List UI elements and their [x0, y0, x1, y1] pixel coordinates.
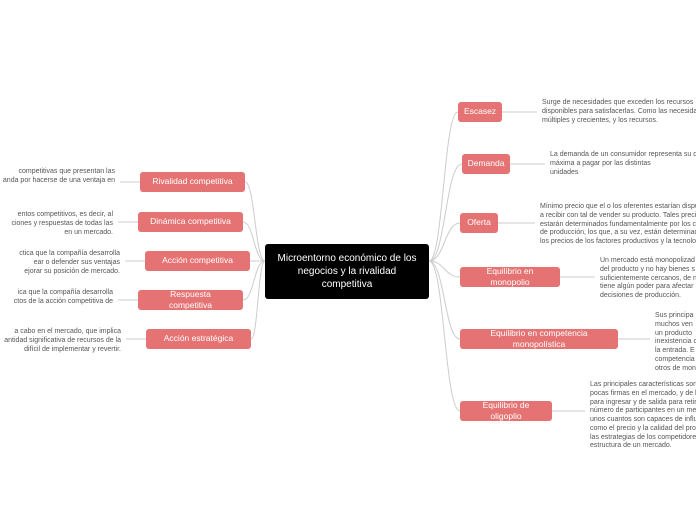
right-node-escasez: Escasez — [458, 102, 502, 122]
desc-respuesta: ica que la compañía desarrollactos de la… — [0, 289, 113, 307]
desc-monopolio: Un mercado está monopolizaddel producto … — [600, 257, 696, 301]
center-node: Microentorno económico de los negocios y… — [265, 244, 429, 299]
right-node-oferta: Oferta — [460, 213, 498, 233]
desc-comp-monop: Sus principamuchos venun productoinexist… — [655, 312, 696, 373]
desc-rivalidad: competitivas que presentan lasanda por h… — [0, 168, 115, 186]
desc-oferta: Mínimo precio que el o los oferentes est… — [540, 203, 696, 247]
left-node-accion-comp: Acción competitiva — [145, 251, 250, 271]
desc-demanda: La demanda de un consumidor representa s… — [550, 151, 696, 177]
right-node-oligopolio: Equilibrio de oligoplio — [460, 401, 552, 421]
left-node-accion-estrat: Acción estratégica — [146, 329, 251, 349]
left-node-dinamica: Dinámica competitiva — [138, 212, 243, 232]
desc-dinamica: entos competitivos, es decir, alciones y… — [0, 211, 113, 237]
right-node-demanda: Demanda — [462, 154, 510, 174]
right-node-comp-monop: Equilibrio en competencia monopolística — [460, 329, 618, 349]
left-node-respuesta: Respuesta competitiva — [138, 290, 243, 310]
desc-accion-comp: ctica que la compañía desarrollaear o de… — [0, 250, 120, 276]
left-node-rivalidad: Rivalidad competitiva — [140, 172, 245, 192]
desc-oligopolio: Las principales características son lapo… — [590, 381, 696, 451]
desc-accion-estrat: a cabo en el mercado, que implicaantidad… — [0, 328, 121, 354]
desc-escasez: Surge de necesidades que exceden los rec… — [542, 99, 696, 125]
right-node-monopolio: Equilibrio en monopolio — [460, 267, 560, 287]
